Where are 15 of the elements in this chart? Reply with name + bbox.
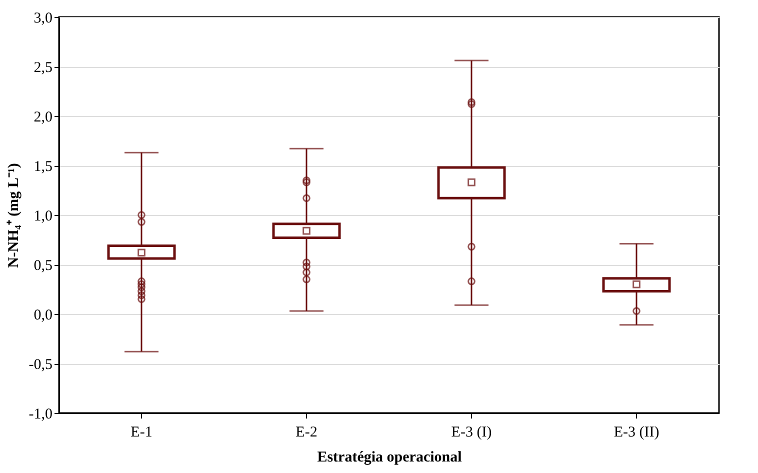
- y-tick-label: 0,5: [34, 258, 52, 274]
- y-tick-label: 3,0: [34, 10, 52, 26]
- y-tick-label: 0,0: [34, 308, 52, 324]
- y-tick-label: -0,5: [28, 357, 52, 373]
- y-tick-label: 1,0: [34, 208, 52, 224]
- y-tick-label: -1,0: [28, 406, 52, 422]
- y-tick-label: 2,5: [34, 60, 52, 76]
- x-axis-title: Estratégia operacional: [317, 450, 462, 466]
- x-tick-label: E-3 (II): [614, 424, 660, 440]
- x-tick-label: E-2: [296, 424, 318, 440]
- y-tick-label: 2,0: [34, 110, 52, 126]
- x-tick-label: E-3 (I): [451, 424, 492, 440]
- y-tick-label: 1,5: [34, 159, 52, 175]
- x-tick-label: E-1: [130, 424, 152, 440]
- y-axis-title: N-NH₄⁺ (mg L⁻¹): [6, 163, 22, 268]
